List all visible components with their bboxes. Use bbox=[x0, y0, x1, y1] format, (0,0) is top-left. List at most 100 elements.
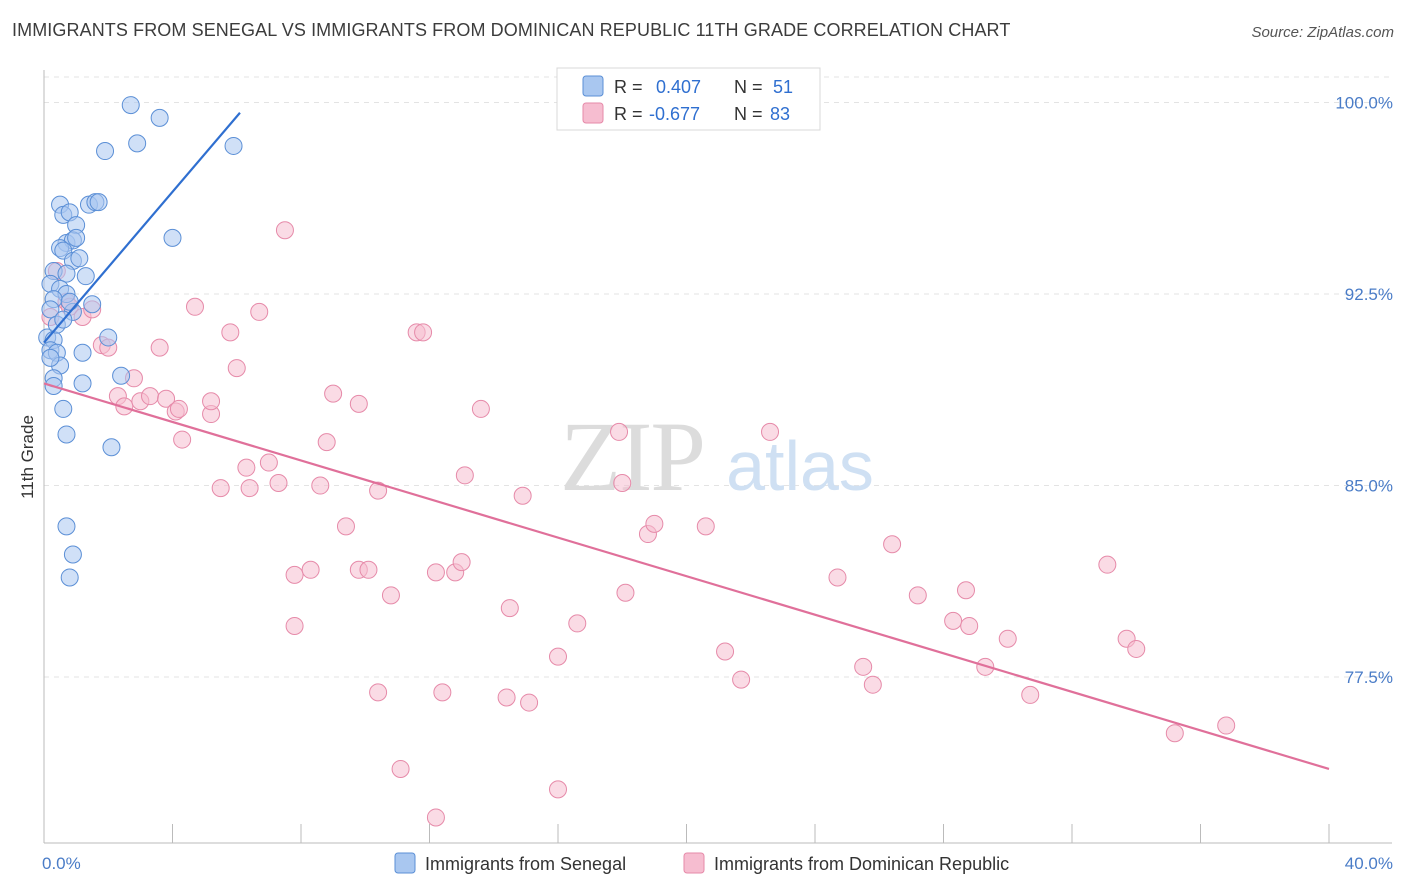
legend-n-value-dominican: 83 bbox=[770, 104, 790, 124]
senegal-point-21 bbox=[57, 264, 76, 283]
dominican-point-21 bbox=[157, 389, 176, 408]
y-tick-label-0: 77.5% bbox=[1345, 668, 1393, 687]
dominican-point-46 bbox=[696, 517, 715, 536]
dominican-point-40 bbox=[610, 422, 629, 441]
dominican-point-45 bbox=[645, 514, 664, 533]
series-senegal-points bbox=[38, 96, 243, 587]
dominican-point-81 bbox=[1217, 716, 1236, 735]
dominican-point-11 bbox=[414, 323, 433, 342]
senegal-point-49 bbox=[60, 292, 79, 311]
dominican-point-63 bbox=[568, 614, 587, 633]
dominican-point-29 bbox=[173, 430, 192, 449]
dominican-point-75 bbox=[369, 683, 388, 702]
legend-swatch-dominican bbox=[582, 102, 604, 124]
y-axis-label: 11th Grade bbox=[18, 415, 37, 499]
dominican-point-37 bbox=[369, 481, 388, 500]
x-tick-label-max: 40.0% bbox=[1345, 854, 1393, 873]
dominican-point-25 bbox=[202, 392, 221, 411]
y-tick-label-1: 85.0% bbox=[1345, 477, 1393, 496]
bottom-legend-label-senegal: Immigrants from Senegal bbox=[425, 854, 626, 874]
dominican-point-64 bbox=[944, 611, 963, 630]
dominican-point-49 bbox=[301, 560, 320, 579]
dominican-point-33 bbox=[211, 479, 230, 498]
dominican-point-79 bbox=[1021, 685, 1040, 704]
axes bbox=[43, 70, 1392, 844]
dominican-point-82 bbox=[391, 759, 410, 778]
dominican-point-48 bbox=[285, 565, 304, 584]
senegal-point-19 bbox=[70, 249, 89, 268]
dominican-point-72 bbox=[854, 657, 873, 676]
legend-n-value-senegal: 51 bbox=[773, 77, 793, 97]
dominican-point-35 bbox=[269, 473, 288, 492]
senegal-point-1 bbox=[150, 108, 169, 127]
watermark-atlas: atlas bbox=[726, 427, 874, 505]
dominican-point-38 bbox=[455, 466, 474, 485]
senegal-point-50 bbox=[76, 267, 95, 286]
dominican-point-55 bbox=[828, 568, 847, 587]
senegal-point-4 bbox=[224, 136, 243, 155]
dominican-point-39 bbox=[513, 486, 532, 505]
senegal-point-3 bbox=[128, 134, 147, 153]
dominican-point-52 bbox=[426, 563, 445, 582]
senegal-point-40 bbox=[54, 399, 73, 418]
dominican-point-66 bbox=[998, 629, 1017, 648]
dominican-point-69 bbox=[549, 647, 567, 666]
senegal-point-26 bbox=[41, 300, 60, 319]
dominican-point-9 bbox=[250, 302, 269, 321]
bottom-legend: Immigrants from Senegal Immigrants from … bbox=[394, 852, 1009, 874]
dominican-point-78 bbox=[520, 693, 539, 712]
dominican-point-41 bbox=[613, 473, 632, 492]
dominican-point-34 bbox=[240, 479, 259, 498]
dominican-point-14 bbox=[150, 338, 169, 357]
dominican-point-80 bbox=[1165, 724, 1184, 743]
dominican-point-20 bbox=[141, 387, 160, 406]
y-tick-label-2: 92.5% bbox=[1345, 285, 1393, 304]
senegal-point-41 bbox=[57, 425, 76, 444]
legend-r-label-senegal: R = bbox=[614, 77, 643, 97]
senegal-point-42 bbox=[102, 438, 121, 457]
x-ticks bbox=[43, 824, 1330, 843]
dominican-point-76 bbox=[433, 683, 452, 702]
dominican-point-61 bbox=[956, 581, 975, 600]
dominican-point-56 bbox=[1098, 555, 1117, 574]
dominican-point-71 bbox=[732, 670, 751, 689]
senegal-point-10 bbox=[89, 193, 108, 212]
dominican-point-30 bbox=[317, 433, 336, 452]
legend-r-value-dominican: -0.677 bbox=[649, 104, 700, 124]
dominican-point-83 bbox=[549, 780, 567, 799]
senegal-point-0 bbox=[121, 96, 140, 115]
senegal-point-14 bbox=[67, 228, 86, 247]
chart-title: IMMIGRANTS FROM SENEGAL VS IMMIGRANTS FR… bbox=[12, 20, 1011, 40]
source-label: Source: ZipAtlas.com bbox=[1251, 24, 1394, 41]
watermark-zip: ZIP bbox=[560, 401, 704, 512]
dominican-point-8 bbox=[221, 323, 240, 342]
senegal-point-37 bbox=[73, 374, 92, 393]
watermark: ZIP atlas bbox=[560, 401, 874, 512]
gridlines bbox=[44, 76, 1392, 678]
dominican-point-70 bbox=[716, 642, 735, 661]
legend: R = 0.407 N = 51 R = -0.677 N = 83 bbox=[556, 67, 821, 131]
dominican-point-32 bbox=[259, 453, 278, 472]
dominican-point-6 bbox=[275, 221, 294, 240]
dominican-point-59 bbox=[616, 583, 635, 602]
senegal-point-2 bbox=[96, 142, 115, 161]
dominican-point-28 bbox=[471, 399, 490, 418]
dominican-point-42 bbox=[761, 422, 780, 441]
trend-line-senegal bbox=[43, 112, 241, 344]
x-tick-label-min: 0.0% bbox=[42, 854, 81, 873]
y-tick-labels: 77.5% 85.0% 92.5% 100.0% bbox=[1335, 94, 1393, 687]
dominican-point-54 bbox=[452, 553, 471, 572]
dominican-point-60 bbox=[908, 586, 927, 605]
legend-r-label-dominican: R = bbox=[614, 104, 643, 124]
senegal-point-44 bbox=[63, 545, 82, 564]
senegal-point-15 bbox=[163, 228, 182, 247]
y-tick-label-3: 100.0% bbox=[1335, 94, 1393, 113]
senegal-point-28 bbox=[83, 295, 102, 314]
dominican-point-73 bbox=[863, 675, 882, 694]
dominican-point-84 bbox=[426, 808, 445, 827]
senegal-point-45 bbox=[60, 568, 79, 587]
senegal-point-34 bbox=[99, 328, 118, 347]
series-dominican-points bbox=[41, 221, 1236, 827]
dominican-point-62 bbox=[285, 616, 304, 635]
